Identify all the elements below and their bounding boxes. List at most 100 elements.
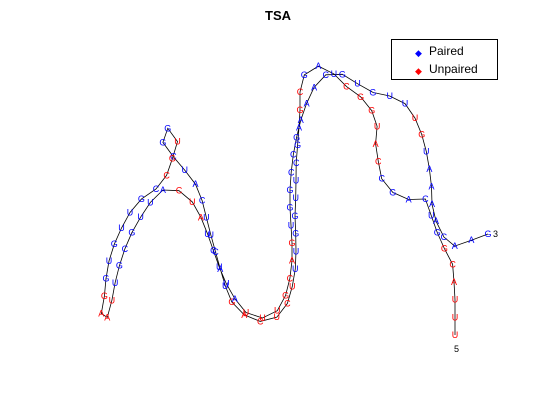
- nucleotide-21: G: [301, 70, 308, 80]
- nucleotide-51: G: [169, 154, 176, 164]
- nucleotide-63: U: [109, 295, 116, 305]
- nucleotide-27: U: [293, 176, 300, 186]
- nucleotide-98: G: [369, 87, 376, 97]
- nucleotide-20: A: [315, 61, 321, 71]
- nucleotide-23: G: [296, 105, 303, 115]
- nucleotide-58: U: [106, 256, 113, 266]
- nucleotide-80: U: [259, 313, 266, 323]
- nucleotide-37: A: [241, 310, 247, 320]
- legend-label-paired: Paired: [429, 44, 464, 58]
- nucleotide-22: C: [297, 87, 304, 97]
- nucleotide-104: A: [426, 164, 432, 174]
- nucleotide-12: C: [378, 174, 385, 184]
- nucleotide-62: A: [104, 312, 110, 322]
- nucleotide-64: U: [112, 278, 119, 288]
- nucleotide-108: C: [441, 232, 448, 242]
- nucleotide-86: U: [288, 220, 295, 230]
- nucleotide-55: U: [127, 208, 134, 218]
- nucleotide-14: A: [373, 139, 379, 149]
- nucleotide-101: U: [412, 113, 419, 123]
- nucleotide-10: A: [406, 195, 412, 205]
- nucleotide-34: C: [284, 298, 291, 308]
- nucleotide-61: A: [98, 309, 104, 319]
- nucleotide-56: U: [118, 223, 125, 233]
- nucleotide-59: G: [102, 274, 109, 284]
- nucleotide-96: G: [339, 69, 346, 79]
- nucleotide-1: U: [452, 330, 459, 340]
- nucleotide-50: U: [174, 137, 181, 147]
- nucleotide-103: U: [423, 147, 430, 157]
- nucleotide-30: G: [292, 229, 299, 239]
- nucleotide-95: C: [323, 70, 330, 80]
- nucleotide-47: C: [170, 152, 177, 162]
- nucleotide-75: C: [210, 246, 217, 256]
- nucleotide-107: A: [433, 216, 439, 226]
- nucleotide-65: G: [116, 261, 123, 271]
- nucleotide-28: U: [292, 193, 299, 203]
- nucleotide-70: A: [160, 185, 166, 195]
- nucleotide-91: G: [293, 132, 300, 142]
- nucleotide-42: U: [208, 230, 215, 240]
- nucleotide-41: C: [212, 247, 219, 257]
- nucleotide-66: C: [122, 244, 129, 254]
- nucleotide-45: A: [192, 179, 198, 189]
- nucleotide-8: U: [428, 211, 435, 221]
- nucleotide-44: C: [199, 196, 206, 206]
- nucleotide-36: C: [257, 316, 264, 326]
- nucleotide-11: G: [389, 187, 396, 197]
- paired-dot-icon: ◆: [415, 48, 422, 58]
- nucleotide-76: U: [216, 262, 223, 272]
- nucleotide-90: C: [290, 150, 297, 160]
- nucleotide-85: G: [288, 238, 295, 248]
- legend-label-unpaired: Unpaired: [429, 62, 478, 76]
- five-prime-label: 5: [454, 344, 459, 354]
- nucleotide-68: U: [137, 212, 144, 222]
- nucleotides: UUUACGGUCAGCCAUGGCUAGCGAGCUUGGUUUCUCAGUA…: [98, 61, 491, 340]
- backbone-line: [100, 65, 489, 335]
- nucleotide-89: C: [288, 167, 295, 177]
- nucleotide-17: G: [357, 92, 364, 102]
- nucleotide-26: C: [293, 158, 300, 168]
- nucleotide-9: C: [422, 194, 429, 204]
- nucleotide-69: U: [147, 197, 154, 207]
- nucleotide-106: A: [429, 199, 435, 209]
- nucleotide-109: A: [452, 241, 458, 251]
- nucleotide-99: U: [386, 91, 393, 101]
- nucleotide-6: G: [441, 244, 448, 254]
- nucleotide-40: A: [217, 264, 223, 274]
- nucleotide-102: G: [418, 129, 425, 139]
- nucleotide-111: G: [484, 229, 491, 239]
- nucleotide-72: U: [189, 197, 196, 207]
- nucleotide-94: A: [311, 82, 317, 92]
- nucleotide-82: G: [282, 290, 289, 300]
- nucleotide-16: G: [368, 106, 375, 116]
- nucleotide-38: G: [228, 297, 235, 307]
- nucleotide-60: G: [101, 291, 108, 301]
- nucleotide-46: U: [182, 165, 189, 175]
- nucleotide-53: C: [153, 184, 160, 194]
- nucleotide-67: G: [128, 228, 135, 238]
- nucleotide-35: U: [274, 312, 281, 322]
- nucleotide-3: U: [452, 295, 459, 305]
- unpaired-dot-icon: ◆: [415, 66, 422, 76]
- nucleotide-2: U: [452, 312, 459, 322]
- nucleotide-57: G: [111, 239, 118, 249]
- nucleotide-87: G: [286, 203, 293, 213]
- nucleotide-88: G: [286, 185, 293, 195]
- nucleotide-73: A: [198, 212, 204, 222]
- nucleotide-19: U: [331, 69, 338, 79]
- nucleotide-13: C: [375, 156, 382, 166]
- nucleotide-31: U: [293, 246, 300, 256]
- nucleotide-5: C: [449, 259, 456, 269]
- nucleotide-93: A: [304, 98, 310, 108]
- nucleotide-7: G: [434, 227, 441, 237]
- nucleotide-33: U: [289, 281, 296, 291]
- nucleotide-43: U: [203, 213, 210, 223]
- nucleotide-32: U: [292, 264, 299, 274]
- nucleotide-18: C: [343, 81, 350, 91]
- backbone: [100, 65, 489, 335]
- nucleotide-110: A: [468, 235, 474, 245]
- nucleotide-78: A: [232, 294, 238, 304]
- nucleotide-71: C: [176, 186, 183, 196]
